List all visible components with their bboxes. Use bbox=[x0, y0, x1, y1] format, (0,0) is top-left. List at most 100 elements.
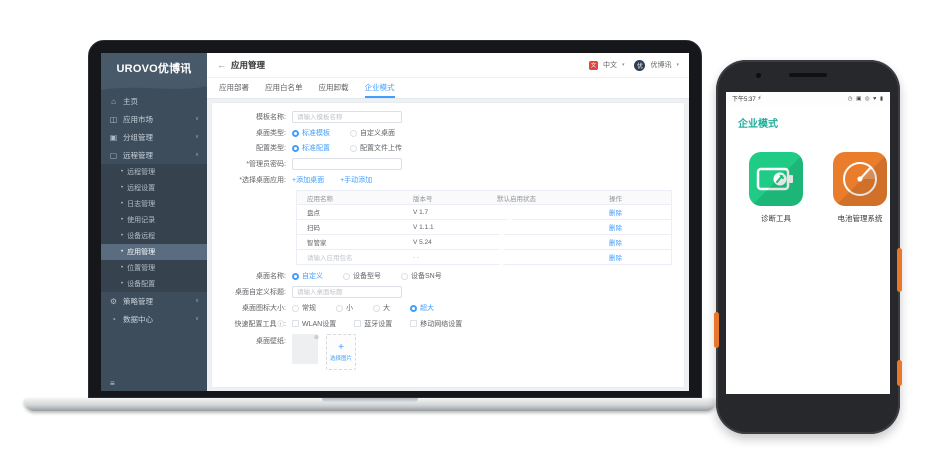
delete-link[interactable]: 删除 bbox=[609, 210, 622, 217]
col-header-action: 操作 bbox=[609, 195, 622, 203]
app-name-cell: 扫码 bbox=[307, 225, 320, 232]
sidebar-subitem-log-mgmt[interactable]: • 日志管理 bbox=[101, 196, 207, 212]
radio-label: 设备型号 bbox=[353, 273, 381, 280]
admin-password-input[interactable] bbox=[292, 158, 402, 170]
laptop-base-notch bbox=[322, 398, 418, 403]
sidebar-subitem-remote-mgmt[interactable]: • 远程管理 bbox=[101, 164, 207, 180]
sidebar-item-label: 分组管理 bbox=[123, 132, 153, 142]
phone-side-button bbox=[897, 360, 902, 386]
back-arrow-icon[interactable]: ← bbox=[217, 60, 226, 70]
laptop-screen: UROVO优博讯 ⌂ 主页 ◫ 应用市场 ∨ ▣ 分组管理 ∨ bbox=[101, 53, 689, 391]
main-area: ← 应用管理 文 中文 ▾ 优 优博讯 ▾ 应用部署 应用白名单 应用卸载 企业… bbox=[207, 53, 689, 391]
sidebar-item-group-mgmt[interactable]: ▣ 分组管理 ∨ bbox=[101, 128, 207, 146]
radio-size-xlarge[interactable]: 超大 bbox=[410, 303, 434, 313]
checkbox-mobile-network-settings[interactable]: 移动网络设置 bbox=[410, 319, 462, 329]
radio-icon bbox=[336, 304, 343, 312]
home-icon: ⌂ bbox=[111, 96, 116, 106]
wallpaper-preview: ⊗ bbox=[292, 334, 319, 364]
tab-app-whitelist[interactable]: 应用白名单 bbox=[265, 82, 303, 92]
field-label-admin-password: *管理员密码: bbox=[246, 161, 286, 168]
checkbox-icon bbox=[292, 320, 299, 327]
radio-icon bbox=[401, 272, 408, 280]
sidebar-item-app-market[interactable]: ◫ 应用市场 ∨ bbox=[101, 110, 207, 128]
chevron-down-icon: ∨ bbox=[194, 134, 199, 140]
delete-link[interactable]: 删除 bbox=[609, 225, 622, 232]
radio-device-sn[interactable]: 设备SN号 bbox=[401, 271, 442, 281]
delete-link[interactable]: 删除 bbox=[609, 255, 622, 262]
sidebar-item-label: 主页 bbox=[123, 96, 138, 106]
col-header-version: 版本号 bbox=[413, 195, 433, 203]
version-cell: V 1.1.1 bbox=[413, 223, 434, 231]
collapse-menu-icon[interactable]: ≡ bbox=[110, 379, 115, 388]
subitem-label: 设备远程 bbox=[127, 233, 156, 240]
tab-bar: 应用部署 应用白名单 应用卸载 企业模式 bbox=[207, 78, 689, 99]
sidebar-subitem-remote-settings[interactable]: • 远程设置 bbox=[101, 180, 207, 196]
sidebar-item-label: 远程管理 bbox=[123, 150, 153, 160]
field-label-desktop-type: 桌面类型: bbox=[256, 130, 286, 137]
user-avatar[interactable]: 优 bbox=[634, 59, 646, 71]
subitem-label: 设备配置 bbox=[127, 281, 156, 288]
sidebar-item-policy-mgmt[interactable]: ⚙ 策略管理 ∨ bbox=[101, 292, 207, 310]
plus-icon: + bbox=[338, 341, 344, 353]
choose-image-button[interactable]: + 选择图片 bbox=[326, 334, 356, 370]
field-label-template-name: 模板名称: bbox=[256, 114, 286, 121]
sidebar-subitem-app-mgmt[interactable]: • 应用管理 bbox=[101, 244, 207, 260]
tab-enterprise-mode[interactable]: 企业模式 bbox=[364, 78, 395, 98]
sidebar-item-remote-mgmt[interactable]: ▢ 远程管理 ∧ bbox=[101, 146, 207, 164]
sidebar-subitem-usage-record[interactable]: • 使用记录 bbox=[101, 212, 207, 228]
custom-title-input[interactable] bbox=[292, 286, 402, 298]
sidebar-subitem-location-mgmt[interactable]: • 位置管理 bbox=[101, 260, 207, 276]
user-menu[interactable]: 优博讯 bbox=[650, 62, 672, 69]
phone-device: 下午5:37 ⚡ ◷ ▣ ◎ ♥ ▮ 企业模式 诊断工具 bbox=[714, 60, 902, 434]
radio-icon bbox=[410, 304, 417, 312]
remove-wallpaper-icon[interactable]: ⊗ bbox=[313, 335, 319, 341]
laptop-base bbox=[24, 398, 716, 411]
gauge-dial-icon bbox=[833, 152, 887, 206]
delete-link[interactable]: 删除 bbox=[609, 240, 622, 247]
sidebar-item-home[interactable]: ⌂ 主页 bbox=[101, 92, 207, 110]
page-header: ← 应用管理 文 中文 ▾ 优 优博讯 ▾ bbox=[207, 53, 689, 78]
field-label-select-apps: *选择桌面应用: bbox=[239, 177, 286, 184]
desktop-app-table: 应用名称 版本号 默认启用状态 操作 盘点 V 1.7 删除 bbox=[296, 190, 672, 265]
sidebar-subitem-device-config[interactable]: • 设备配置 bbox=[101, 276, 207, 292]
add-desktop-app-link[interactable]: +添加桌面 bbox=[292, 177, 325, 184]
checkbox-bluetooth-settings[interactable]: 蓝牙设置 bbox=[354, 319, 392, 329]
table-row: 扫码 V 1.1.1 删除 bbox=[297, 220, 671, 235]
radio-size-normal[interactable]: 常规 bbox=[292, 303, 316, 313]
subitem-label: 应用管理 bbox=[127, 249, 156, 256]
radio-config-file-upload[interactable]: 配置文件上传 bbox=[350, 143, 402, 153]
radio-device-model[interactable]: 设备型号 bbox=[343, 271, 381, 281]
radio-standard-template[interactable]: 标准模板 bbox=[292, 128, 330, 138]
language-selector[interactable]: 中文 bbox=[602, 62, 617, 69]
template-name-input[interactable] bbox=[292, 111, 402, 123]
version-cell: V 1.7 bbox=[413, 208, 429, 216]
app-package-input[interactable]: 请输入应用包名 bbox=[307, 255, 353, 262]
phone-side-button bbox=[897, 248, 902, 292]
radio-size-large[interactable]: 大 bbox=[373, 303, 390, 313]
language-flag-icon[interactable]: 文 bbox=[588, 60, 598, 70]
group-icon: ▣ bbox=[109, 132, 118, 142]
chevron-down-icon: ▾ bbox=[676, 62, 679, 68]
tab-app-deploy[interactable]: 应用部署 bbox=[219, 82, 249, 92]
radio-custom-name[interactable]: 自定义 bbox=[292, 271, 323, 281]
field-label-quick-tools: 快速配置工具ⓘ: bbox=[234, 321, 286, 328]
manual-add-link[interactable]: +手动添加 bbox=[340, 177, 373, 184]
sidebar-spacer bbox=[101, 328, 207, 376]
checkbox-wlan-settings[interactable]: WLAN设置 bbox=[292, 319, 336, 329]
app-diagnostic-tool[interactable]: 诊断工具 bbox=[746, 152, 806, 224]
bullet-icon: • bbox=[121, 201, 124, 207]
radio-custom-desktop[interactable]: 自定义桌面 bbox=[350, 128, 395, 138]
radio-label: 标准配置 bbox=[302, 145, 330, 152]
battery-diagnostic-icon bbox=[749, 152, 803, 206]
radio-icon bbox=[350, 129, 357, 137]
radio-icon bbox=[373, 304, 380, 312]
radio-label: 超大 bbox=[420, 305, 434, 312]
app-battery-mgmt-system[interactable]: 电池管理系统 bbox=[830, 152, 890, 224]
table-header-row: 应用名称 版本号 默认启用状态 操作 bbox=[297, 191, 671, 205]
sidebar-item-data-center[interactable]: ◔ 数据中心 ∨ bbox=[101, 310, 207, 328]
sidebar-subitem-device-remote[interactable]: • 设备远程 bbox=[101, 228, 207, 244]
tab-app-uninstall[interactable]: 应用卸载 bbox=[318, 82, 349, 92]
radio-standard-config[interactable]: 标准配置 bbox=[292, 143, 330, 153]
radio-size-small[interactable]: 小 bbox=[336, 303, 353, 313]
